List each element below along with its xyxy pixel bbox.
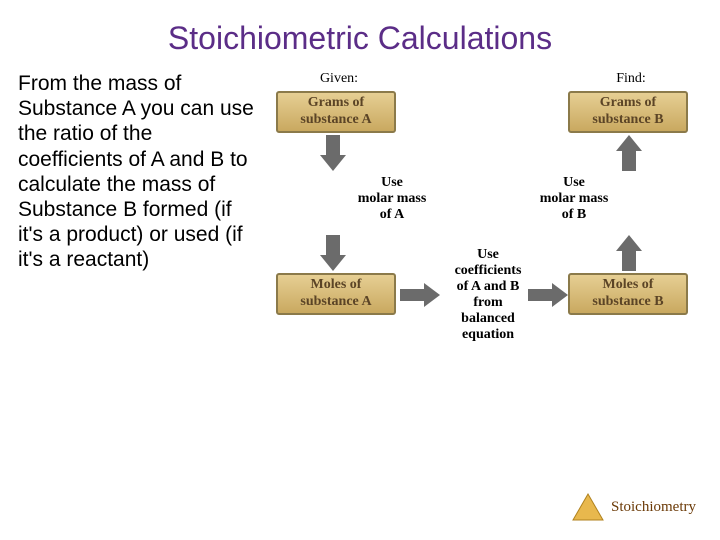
arrow-grams-a-down	[320, 135, 346, 171]
moles-a-box: Moles of substance A	[276, 273, 396, 315]
flow-diagram: Given: Find: Grams of substance A Grams …	[266, 71, 702, 391]
use-molar-mass-a-label: Use molar mass of A	[344, 175, 440, 223]
use-coefficients-label: Use coefficients of A and B from balance…	[440, 247, 536, 343]
grams-b-box: Grams of substance B	[568, 91, 688, 133]
grams-a-box: Grams of substance A	[276, 91, 396, 133]
arrow-mid-a-down	[320, 235, 346, 271]
given-label: Given:	[304, 71, 374, 87]
moles-b-box: Moles of substance B	[568, 273, 688, 315]
page-title: Stoichiometric Calculations	[0, 0, 720, 71]
footer-text: Stoichiometry	[611, 499, 696, 516]
arrow-moles-right	[400, 283, 440, 307]
arrow-moles-b-up	[616, 235, 642, 271]
footer: Stoichiometry	[571, 492, 696, 522]
grams-a-text: Grams of substance A	[300, 95, 371, 129]
triangle-icon	[571, 492, 605, 522]
arrow-mid-b-up	[616, 135, 642, 171]
arrow-coeff-right	[528, 283, 568, 307]
content-row: From the mass of Substance A you can use…	[0, 71, 720, 391]
find-label: Find:	[596, 71, 666, 87]
use-molar-mass-b-label: Use molar mass of B	[526, 175, 622, 223]
grams-b-text: Grams of substance B	[592, 95, 663, 129]
description-paragraph: From the mass of Substance A you can use…	[18, 71, 266, 391]
moles-b-text: Moles of substance B	[592, 277, 663, 311]
moles-a-text: Moles of substance A	[300, 277, 371, 311]
